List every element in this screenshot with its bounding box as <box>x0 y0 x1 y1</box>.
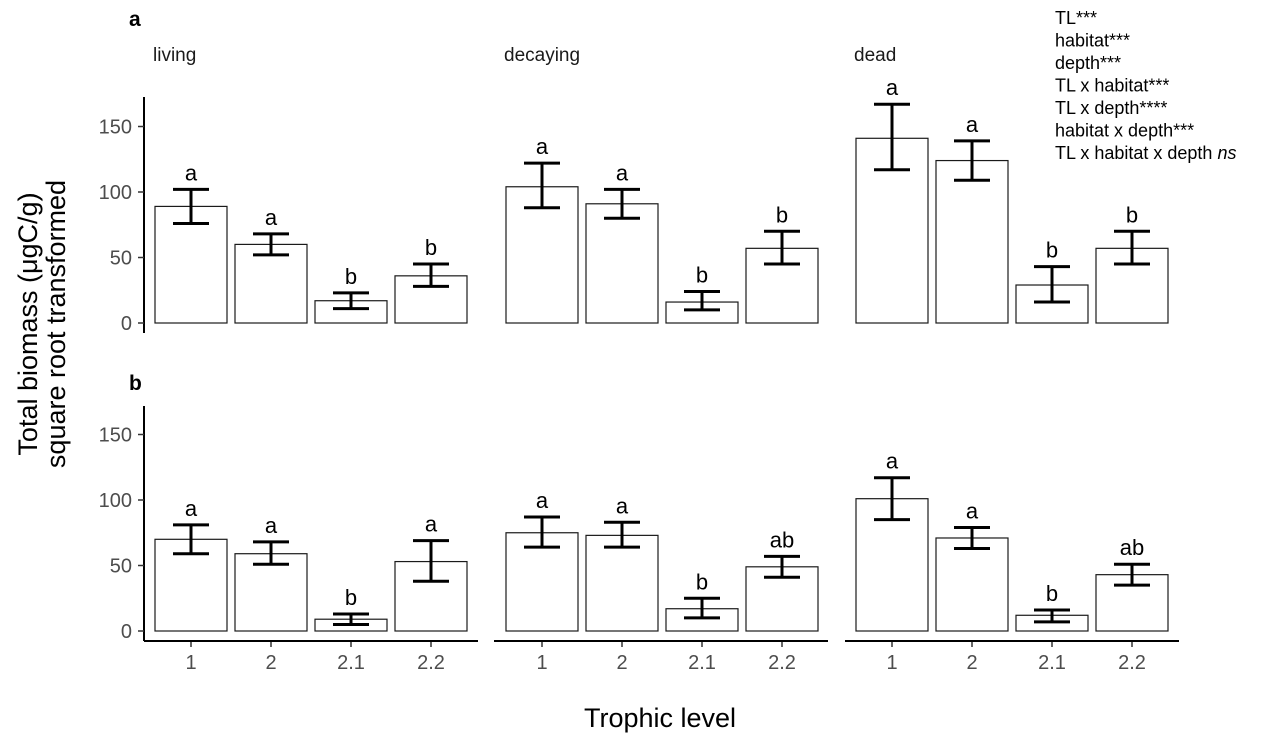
x-tick-label-decaying-2.1: 2.1 <box>688 652 716 674</box>
sig-letter-panel-a-decaying-2.1: b <box>696 263 708 288</box>
sig-letter-panel-b-living-2.2: a <box>425 512 438 537</box>
sig-letter-panel-b-dead-2.1: b <box>1046 581 1058 606</box>
sig-letter-panel-b-decaying-2: a <box>616 493 629 518</box>
x-tick-label-dead-2: 2 <box>966 652 977 674</box>
bar-panel-a-living-2 <box>234 243 308 324</box>
stats-line-text: depth*** <box>1055 53 1121 73</box>
text-layer: a050100150livingaabbdecayingaabbdeadaabb… <box>99 8 1237 674</box>
bar-panel-b-decaying-2 <box>585 534 659 632</box>
sig-letter-panel-a-living-2.2: b <box>425 235 437 260</box>
stats-line-text: TL x habitat*** <box>1055 76 1169 96</box>
stats-line-text: TL x depth**** <box>1055 98 1167 118</box>
y-tick-label-panel-a-100: 100 <box>99 182 132 204</box>
facet-label-decaying: decaying <box>504 45 580 66</box>
sig-letter-panel-b-living-2: a <box>265 513 278 538</box>
facet-label-living: living <box>153 45 196 66</box>
x-tick-label-dead-2.2: 2.2 <box>1118 652 1146 674</box>
bar-panel-a-decaying-2 <box>585 203 659 324</box>
x-tick-label-living-2.1: 2.1 <box>337 652 365 674</box>
axes-layer <box>138 97 1179 647</box>
stats-line-italic-suffix: ns <box>1217 143 1236 163</box>
stats-line-5: TL x depth**** <box>1055 98 1167 118</box>
sig-letter-panel-b-living-1: a <box>185 496 198 521</box>
stats-line-1: TL*** <box>1055 8 1097 28</box>
stats-line-3: depth*** <box>1055 53 1121 73</box>
bar-panel-b-decaying-1 <box>505 532 579 632</box>
sig-letter-panel-b-dead-2: a <box>966 499 979 524</box>
stats-line-7: TL x habitat x depth ns <box>1055 143 1236 163</box>
sig-letter-panel-a-dead-2: a <box>966 112 979 137</box>
bar-panel-a-dead-2 <box>935 159 1009 324</box>
sig-letter-panel-a-living-1: a <box>185 160 198 185</box>
x-tick-label-living-2.2: 2.2 <box>417 652 445 674</box>
sig-letter-panel-b-decaying-1: a <box>536 488 549 513</box>
x-axis-title: Trophic level <box>584 703 736 733</box>
y-tick-label-panel-b-0: 0 <box>121 621 132 643</box>
sig-letter-panel-a-dead-2.1: b <box>1046 238 1058 263</box>
y-tick-label-panel-b-50: 50 <box>110 556 132 578</box>
x-tick-label-decaying-2: 2 <box>616 652 627 674</box>
x-tick-label-decaying-1: 1 <box>536 652 547 674</box>
y-axis-title-line-2: square root transformed <box>41 180 71 468</box>
x-tick-label-living-1: 1 <box>185 652 196 674</box>
sig-letter-panel-a-dead-1: a <box>886 75 899 100</box>
bar-panel-a-decaying-2.2 <box>745 247 819 324</box>
panel-tag-b: b <box>129 372 142 395</box>
sig-letter-panel-a-living-2: a <box>265 205 278 230</box>
sig-letter-panel-b-decaying-2.2: ab <box>770 527 794 552</box>
stats-line-4: TL x habitat*** <box>1055 76 1169 96</box>
stats-line-text: TL x habitat x depth <box>1055 143 1217 163</box>
bar-panel-b-living-2 <box>234 553 308 632</box>
sig-letter-panel-b-dead-1: a <box>886 449 899 474</box>
panel-tag-a: a <box>129 8 141 31</box>
stats-line-text: habitat x depth*** <box>1055 121 1194 141</box>
stats-line-2: habitat*** <box>1055 31 1130 51</box>
facet-label-dead: dead <box>854 45 896 66</box>
y-axis-title-line-1: Total biomass (μgC/g) <box>13 192 43 455</box>
sig-letter-panel-a-decaying-1: a <box>536 134 549 159</box>
bar-panel-b-dead-2 <box>935 537 1009 632</box>
x-tick-label-decaying-2.2: 2.2 <box>768 652 796 674</box>
x-tick-label-living-2: 2 <box>265 652 276 674</box>
sig-letter-panel-a-dead-2.2: b <box>1126 202 1138 227</box>
sig-letter-panel-b-living-2.1: b <box>345 585 357 610</box>
y-tick-label-panel-a-0: 0 <box>121 313 132 335</box>
y-tick-label-panel-a-50: 50 <box>110 248 132 270</box>
sig-letter-panel-b-dead-2.2: ab <box>1120 535 1144 560</box>
stats-line-6: habitat x depth*** <box>1055 121 1194 141</box>
sig-letter-panel-a-decaying-2: a <box>616 160 629 185</box>
stats-line-text: habitat*** <box>1055 31 1130 51</box>
bar-panel-a-decaying-1 <box>505 186 579 324</box>
x-tick-label-dead-1: 1 <box>886 652 897 674</box>
y-tick-label-panel-a-150: 150 <box>99 117 132 139</box>
y-tick-label-panel-b-150: 150 <box>99 425 132 447</box>
x-tick-label-dead-2.1: 2.1 <box>1038 652 1066 674</box>
stats-line-text: TL*** <box>1055 8 1097 28</box>
y-tick-label-panel-b-100: 100 <box>99 490 132 512</box>
sig-letter-panel-a-decaying-2.2: b <box>776 202 788 227</box>
sig-letter-panel-b-decaying-2.1: b <box>696 569 708 594</box>
bars-layer <box>154 102 1169 632</box>
sig-letter-panel-a-living-2.1: b <box>345 264 357 289</box>
